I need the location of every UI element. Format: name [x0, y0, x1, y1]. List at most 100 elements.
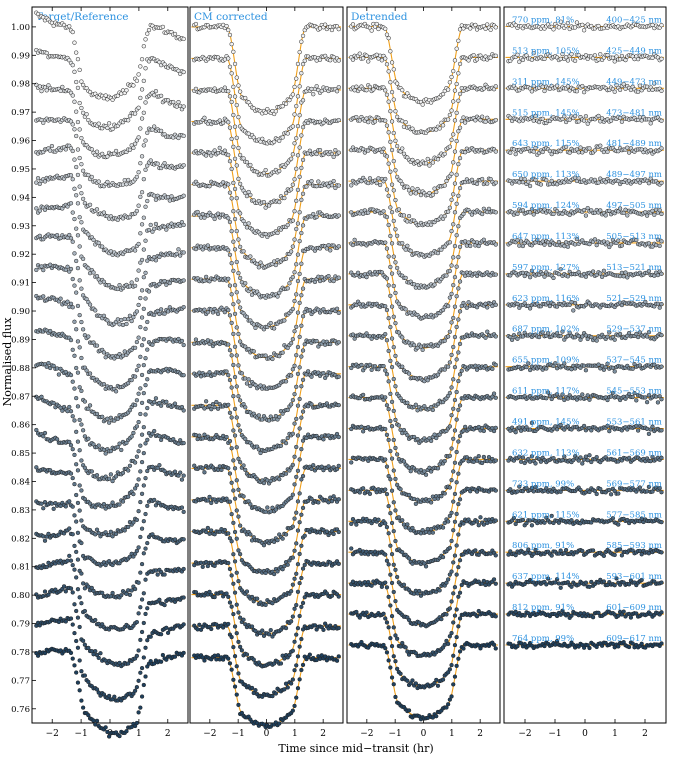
- data-point: [290, 274, 296, 280]
- data-point: [72, 567, 77, 572]
- data-point: [393, 508, 398, 513]
- x-tick-label: 2: [477, 729, 483, 739]
- data-point: [292, 112, 297, 117]
- data-point: [131, 430, 136, 436]
- data-point: [68, 409, 74, 414]
- data-point: [316, 500, 321, 505]
- data-point: [158, 128, 164, 134]
- data-point: [456, 439, 461, 444]
- data-point: [256, 413, 262, 418]
- data-point: [79, 601, 84, 606]
- data-point: [238, 89, 243, 94]
- data-point: [129, 378, 134, 383]
- data-point: [226, 372, 231, 378]
- data-point: [415, 436, 420, 442]
- data-point: [150, 342, 155, 347]
- data-point: [295, 686, 301, 691]
- data-point: [181, 509, 186, 515]
- data-point: [139, 694, 145, 699]
- data-point: [77, 244, 82, 249]
- data-point: [386, 254, 391, 259]
- data-point: [139, 561, 145, 567]
- data-point: [241, 494, 246, 499]
- data-point: [113, 148, 119, 154]
- data-point: [131, 491, 136, 497]
- data-point: [400, 181, 405, 187]
- data-point: [266, 632, 272, 637]
- data-point: [285, 131, 290, 136]
- data-point: [457, 91, 463, 97]
- data-point: [336, 310, 341, 316]
- data-point: [48, 328, 53, 334]
- data-point: [300, 473, 306, 479]
- data-point: [449, 74, 454, 80]
- data-point: [454, 46, 459, 51]
- data-point: [236, 548, 241, 553]
- data-point: [74, 575, 79, 580]
- data-point: [430, 407, 436, 413]
- data-point: [236, 271, 241, 276]
- data-point: [72, 482, 77, 487]
- data-point: [232, 61, 238, 67]
- data-point: [77, 658, 82, 663]
- data-point: [283, 441, 289, 446]
- data-point: [336, 497, 341, 502]
- data-point: [94, 527, 100, 532]
- data-point: [280, 135, 285, 140]
- data-point: [430, 160, 436, 165]
- data-point: [292, 209, 297, 214]
- data-point: [437, 126, 442, 131]
- data-point: [383, 457, 388, 462]
- data-point: [289, 156, 294, 161]
- data-point: [359, 362, 364, 368]
- model-line: [191, 89, 342, 175]
- data-point: [231, 112, 236, 118]
- data-point: [146, 27, 152, 33]
- data-point: [294, 474, 299, 480]
- data-point: [106, 476, 112, 481]
- data-point: [451, 469, 456, 474]
- data-point: [299, 512, 304, 517]
- data-point: [388, 109, 393, 114]
- data-point: [384, 154, 390, 159]
- data-point: [70, 148, 75, 154]
- data-point: [449, 263, 454, 268]
- data-point: [229, 71, 234, 76]
- data-point: [138, 443, 143, 448]
- data-point: [60, 84, 65, 90]
- data-point: [391, 314, 396, 319]
- light-curve-3: [34, 82, 186, 160]
- data-point: [314, 84, 319, 89]
- data-point: [145, 405, 150, 411]
- data-point: [115, 286, 120, 292]
- data-point: [229, 667, 234, 672]
- data-point: [454, 110, 459, 115]
- data-point: [136, 611, 141, 616]
- data-point: [79, 571, 84, 576]
- data-point: [129, 434, 134, 439]
- data-point: [442, 213, 447, 219]
- data-point: [442, 458, 447, 464]
- data-point: [224, 23, 229, 29]
- data-point: [231, 180, 236, 186]
- data-point: [432, 282, 437, 287]
- data-point: [207, 184, 212, 189]
- data-point: [234, 692, 239, 697]
- data-point: [54, 437, 60, 442]
- data-point: [72, 251, 77, 256]
- data-point: [294, 324, 299, 330]
- data-point: [232, 406, 238, 412]
- data-point: [129, 318, 134, 324]
- data-point: [295, 278, 301, 284]
- data-point: [70, 504, 75, 509]
- data-point: [221, 120, 226, 125]
- data-point: [366, 180, 371, 186]
- data-point: [181, 222, 186, 228]
- data-point: [181, 537, 186, 542]
- data-point: [329, 499, 335, 504]
- data-point: [231, 520, 236, 526]
- data-point: [297, 365, 302, 370]
- data-point: [490, 366, 495, 372]
- data-point: [227, 410, 233, 415]
- data-point: [138, 95, 143, 101]
